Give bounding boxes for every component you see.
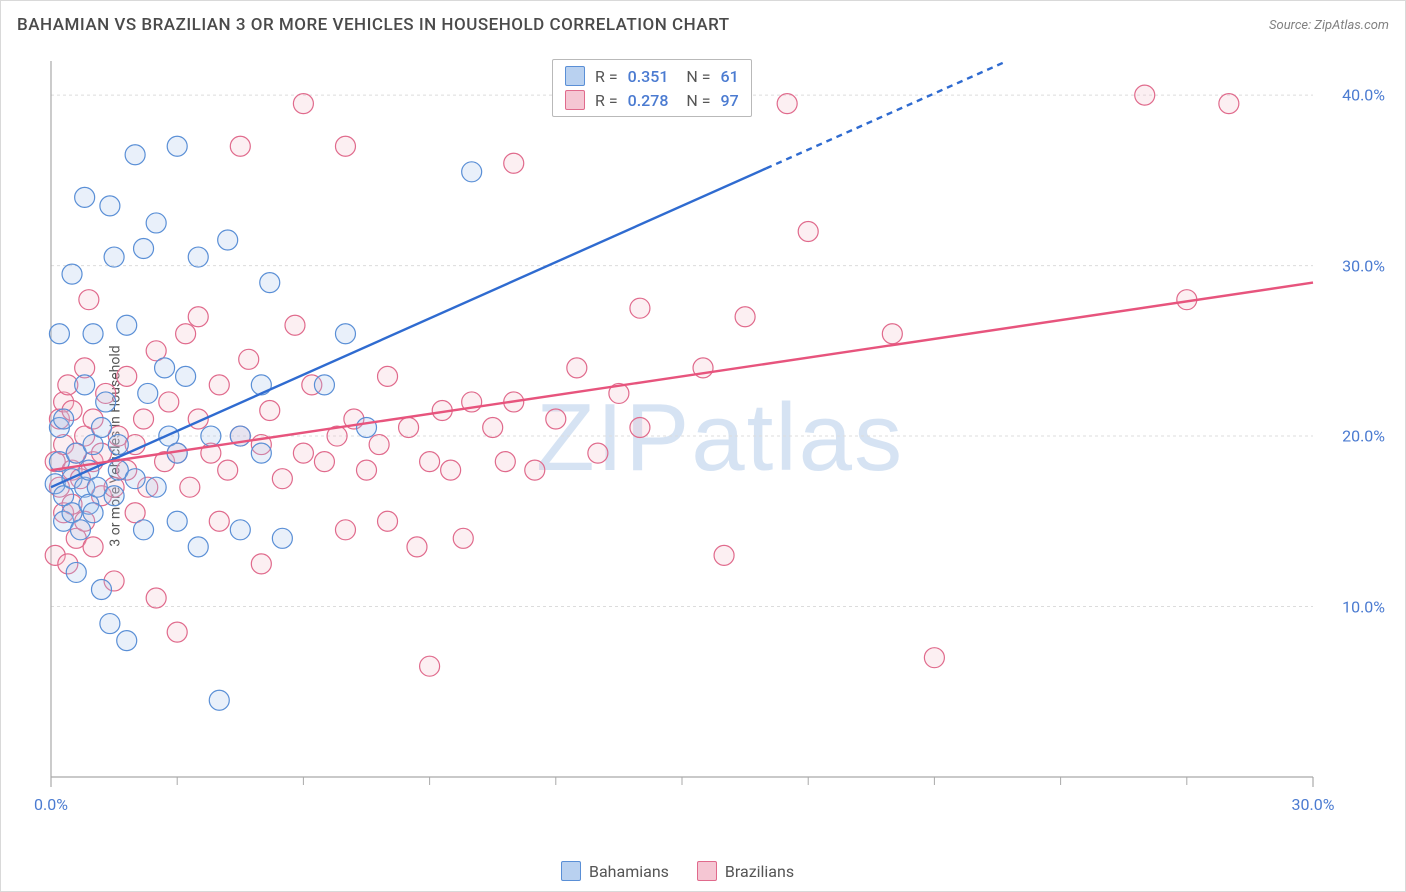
stats-legend-row: R = 0.351 N = 61 <box>565 66 739 86</box>
series-legend-label: Brazilians <box>725 862 794 881</box>
plot-area: ZIPatlas 10.0%20.0%30.0%40.0% 0.0%30.0% … <box>47 55 1393 821</box>
stats-legend-row: R = 0.278 N = 97 <box>565 90 739 110</box>
n-value: 61 <box>721 67 739 86</box>
y-tick-label: 10.0% <box>1342 597 1385 616</box>
series-legend-item: Brazilians <box>697 861 794 881</box>
x-tick-label: 0.0% <box>34 795 68 814</box>
chart-frame: BAHAMIAN VS BRAZILIAN 3 OR MORE VEHICLES… <box>0 0 1406 892</box>
stats-legend: R = 0.351 N = 61 R = 0.278 N = 97 <box>552 59 752 117</box>
r-value: 0.278 <box>628 91 669 110</box>
n-label: N = <box>678 67 710 86</box>
n-value: 97 <box>721 91 739 110</box>
y-tick-label: 40.0% <box>1342 86 1385 105</box>
x-tick-label: 30.0% <box>1292 795 1335 814</box>
legend-swatch-icon <box>697 861 717 881</box>
r-value: 0.351 <box>628 67 669 86</box>
series-legend-label: Bahamians <box>589 862 669 881</box>
chart-header: BAHAMIAN VS BRAZILIAN 3 OR MORE VEHICLES… <box>1 1 1405 49</box>
y-tick-label: 20.0% <box>1342 427 1385 446</box>
series-legend: Bahamians Brazilians <box>561 861 794 881</box>
chart-source: Source: ZipAtlas.com <box>1269 18 1389 33</box>
legend-swatch-icon <box>565 90 585 110</box>
series-legend-item: Bahamians <box>561 861 669 881</box>
r-label: R = <box>595 91 618 110</box>
legend-swatch-icon <box>561 861 581 881</box>
plot-svg <box>47 55 1393 821</box>
n-label: N = <box>678 91 710 110</box>
chart-title: BAHAMIAN VS BRAZILIAN 3 OR MORE VEHICLES… <box>17 15 730 35</box>
y-tick-label: 30.0% <box>1342 256 1385 275</box>
legend-swatch-icon <box>565 66 585 86</box>
r-label: R = <box>595 67 618 86</box>
